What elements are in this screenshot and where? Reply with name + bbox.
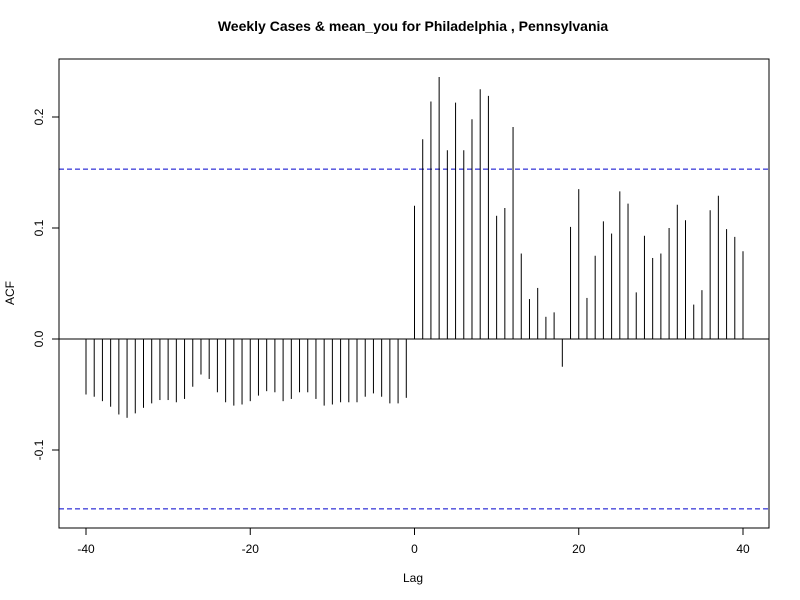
- chart-title: Weekly Cases & mean_you for Philadelphia…: [218, 18, 609, 34]
- x-axis-label: Lag: [403, 571, 423, 585]
- x-tick-label: -40: [77, 542, 95, 556]
- x-tick-label: -20: [242, 542, 260, 556]
- y-tick-label: -0.1: [32, 439, 46, 460]
- y-tick-label: 0.1: [32, 219, 46, 236]
- acf-marks: [59, 77, 769, 510]
- x-tick-label: 20: [572, 542, 586, 556]
- y-tick-label: 0.0: [32, 330, 46, 347]
- y-tick-label: 0.2: [32, 108, 46, 125]
- x-tick-label: 0: [411, 542, 418, 556]
- axes: -40 -20 0 20 40 -0.1 0.0 0.1 0.2: [32, 108, 750, 556]
- x-tick-label: 40: [736, 542, 750, 556]
- y-axis-label: ACF: [3, 281, 17, 305]
